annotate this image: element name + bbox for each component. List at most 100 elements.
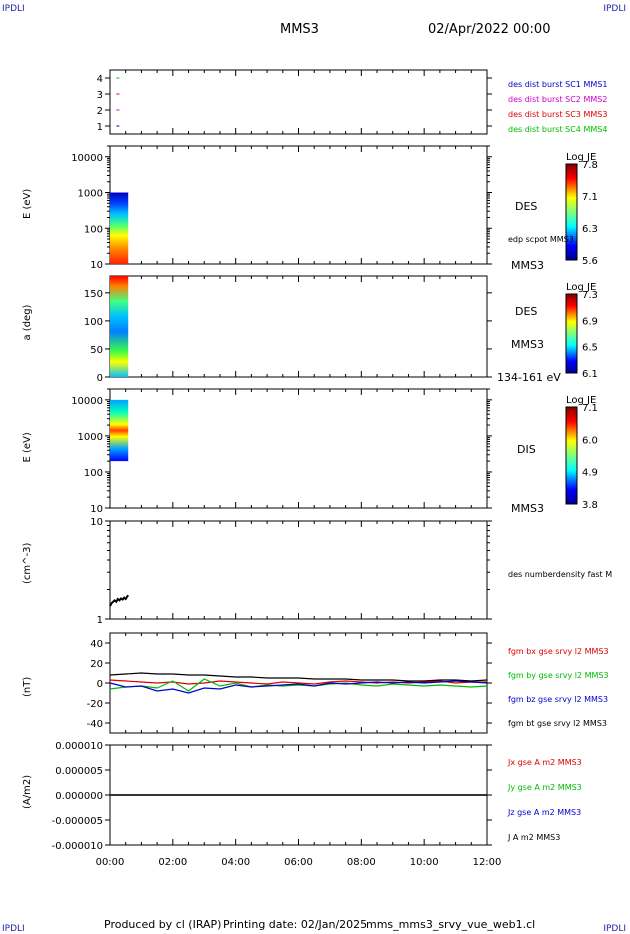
footer-produced: Produced by cl (IRAP) — [104, 918, 222, 931]
y-tick-label: 0 — [97, 679, 103, 690]
y-axis-label: E (eV) — [22, 432, 33, 462]
y-axis-label: (cm^-3) — [22, 543, 33, 584]
panel-frame-dis_energy — [109, 388, 488, 509]
heatmap-des_pitch — [110, 276, 129, 377]
x-tick-label: 12:00 — [473, 857, 502, 868]
corner-label-bl: IPDLI — [2, 924, 25, 934]
colorbar-tick-label: 7.1 — [582, 403, 598, 414]
y-tick-label: -0.000010 — [52, 841, 103, 852]
legend-entry: des numberdensity fast M — [508, 570, 612, 579]
colorbar-tick-label: 7.1 — [582, 192, 598, 203]
colorbar-tick-label: 6.1 — [582, 369, 598, 380]
panel-right-label: MMS3 — [511, 502, 544, 515]
y-tick-label: 100 — [84, 317, 103, 328]
series-line — [109, 680, 488, 694]
y-axis-label: a (deg) — [22, 304, 33, 340]
y-tick-label: -0.000005 — [52, 816, 103, 827]
y-tick-label: 10 — [90, 517, 103, 528]
y-tick-label: 10 — [90, 260, 103, 271]
x-tick-label: 04:00 — [221, 857, 250, 868]
series-line — [109, 594, 130, 607]
legend-entry: fgm bt gse srvy l2 MMS3 — [508, 719, 607, 728]
legend-entry: fgm bz gse srvy l2 MMS3 — [508, 695, 608, 704]
colorbar — [565, 293, 578, 374]
legend-entry: des dist burst SC3 MMS3 — [508, 110, 607, 119]
x-tick-label: 10:00 — [410, 857, 439, 868]
y-tick-label: -20 — [87, 699, 103, 710]
corner-label-tl: IPDLI — [2, 4, 25, 14]
y-tick-label: 10000 — [71, 396, 103, 407]
colorbar-tick-label: 6.5 — [582, 343, 598, 354]
y-tick-label: 1000 — [78, 432, 103, 443]
y-tick-label: 4 — [97, 74, 103, 85]
footer-filename: mms_mms3_srvy_vue_web1.cl — [366, 918, 536, 931]
legend-entry: Jy gse A m2 MMS3 — [507, 783, 582, 792]
y-tick-label: 150 — [84, 289, 103, 300]
y-tick-label: -40 — [87, 719, 103, 730]
y-tick-label: 0.000000 — [55, 791, 103, 802]
colorbar-tick-label: 5.6 — [582, 256, 598, 267]
y-tick-label: 40 — [90, 639, 103, 650]
plot-canvas: 1 2 3 4 des dist burst SC1 MMS1 des dist burs… — [22, 69, 612, 868]
panel-right-label: MMS3 — [511, 259, 544, 272]
colorbar-title: Log JE — [566, 395, 596, 406]
panel-right-label: DES — [515, 200, 537, 213]
colorbar-tick-label: 6.9 — [582, 316, 598, 327]
colorbar-tick-label: 7.3 — [582, 290, 598, 301]
heatmap-dis_energy — [110, 399, 129, 462]
x-tick-label: 00:00 — [96, 857, 125, 868]
y-axis-label: (A/m2) — [22, 775, 33, 809]
legend-entry: des dist burst SC2 MMS2 — [508, 95, 607, 104]
legend-entry: des dist burst SC4 MMS4 — [508, 125, 607, 134]
y-tick-label: 2 — [97, 106, 103, 117]
legend-entry: J A m2 MMS3 — [507, 833, 560, 842]
legend-entry: fgm by gse srvy l2 MMS3 — [508, 671, 609, 680]
panel-frame-density — [109, 520, 488, 620]
heatmap-des_energy — [110, 192, 129, 264]
y-tick-label: 50 — [90, 345, 103, 356]
y-tick-label: 20 — [90, 659, 103, 670]
panel-frame-burst — [109, 69, 488, 135]
colorbar-title: Log JE — [566, 282, 596, 293]
y-tick-label: 100 — [84, 468, 103, 479]
colorbar-title: Log JE — [566, 152, 596, 163]
footer-printing-date: Printing date: 02/Jan/2025 — [223, 918, 368, 931]
panel-right-label: DIS — [517, 443, 536, 456]
panel-right-label: DES — [515, 305, 537, 318]
legend-entry: Jz gse A m2 MMS3 — [507, 808, 581, 817]
x-tick-label: 06:00 — [284, 857, 313, 868]
colorbar-tick-label: 7.8 — [582, 160, 598, 171]
y-tick-label: 0.000005 — [55, 766, 103, 777]
legend-entry: Jx gse A m2 MMS3 — [507, 758, 582, 767]
y-axis-label: (nT) — [22, 677, 33, 697]
colorbar-tick-label: 4.9 — [582, 468, 598, 479]
y-tick-label: 0 — [97, 373, 103, 384]
y-tick-label: 1000 — [78, 189, 103, 200]
y-tick-label: 1 — [97, 615, 103, 626]
y-axis-label: E (eV) — [22, 189, 33, 219]
x-tick-label: 08:00 — [347, 857, 376, 868]
date-title: 02/Apr/2022 00:00 — [428, 22, 551, 37]
panel-right-label: edp scpot MMS3 — [508, 235, 574, 244]
series-line — [109, 679, 487, 685]
legend-entry: fgm bx gse srvy l2 MMS3 — [508, 647, 609, 656]
y-tick-label: 1 — [97, 122, 103, 133]
colorbar — [565, 406, 578, 505]
panel-right-label: MMS3 — [511, 338, 544, 351]
y-tick-label: 3 — [97, 90, 103, 101]
corner-label-tr: IPDLI — [603, 4, 626, 14]
panel-right-label: 134-161 eV — [497, 371, 561, 384]
colorbar-tick-label: 6.0 — [582, 435, 598, 446]
colorbar-tick-label: 3.8 — [582, 500, 598, 511]
colorbar — [565, 163, 578, 261]
panel-frame-des_energy — [109, 145, 488, 265]
colorbar-tick-label: 6.3 — [582, 224, 598, 235]
series-line — [109, 672, 488, 682]
x-tick-label: 02:00 — [158, 857, 187, 868]
y-tick-label: 0.000010 — [55, 741, 103, 752]
legend-entry: des dist burst SC1 MMS1 — [508, 80, 607, 89]
y-tick-label: 10 — [90, 504, 103, 515]
series-line — [109, 678, 488, 692]
spacecraft-title: MMS3 — [280, 22, 319, 37]
corner-label-br: IPDLI — [603, 924, 626, 934]
